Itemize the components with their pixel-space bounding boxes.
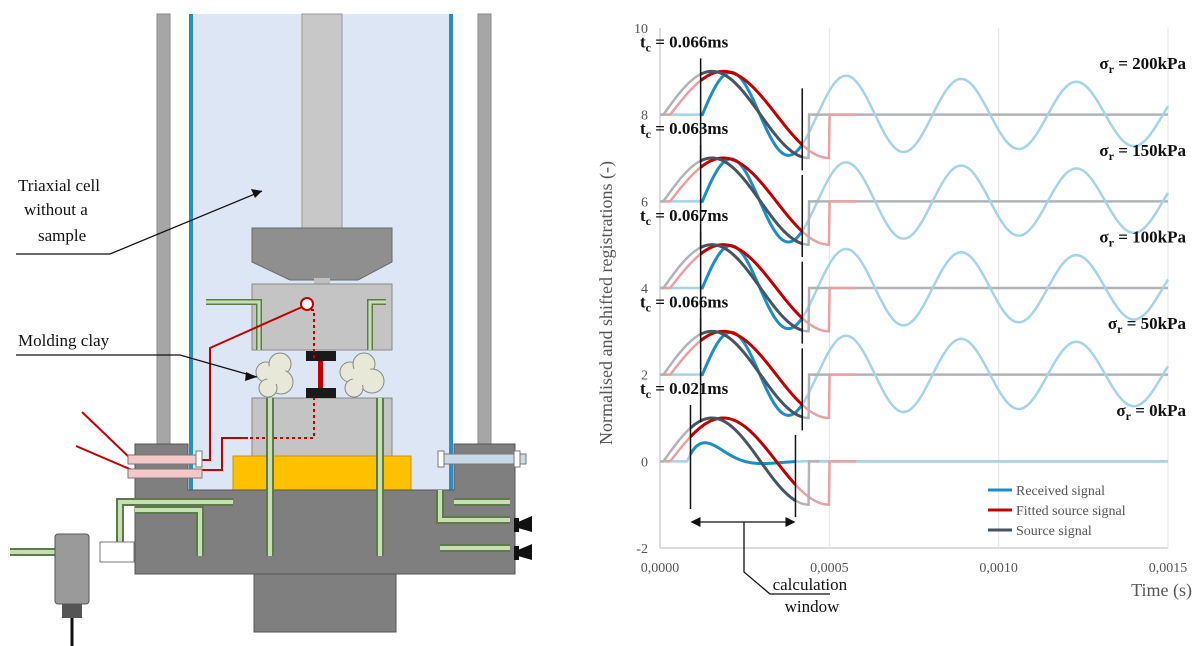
received-signal: [700, 244, 804, 331]
legend-label: Fitted source signal: [1016, 504, 1126, 519]
sigma-label: σr = 0kPa: [1116, 401, 1186, 423]
x-axis-title: Time (s): [1131, 580, 1192, 601]
drainage-lines: [10, 398, 510, 556]
source-signal: [689, 416, 797, 502]
calc-window-arrowhead-left: [690, 517, 701, 527]
legend: Received signal Fitted source signal Sourc…: [988, 484, 1126, 539]
source-signal: [700, 329, 803, 419]
tc-label: tc = 0.066ms: [640, 293, 729, 315]
bender-element-top: [306, 351, 336, 361]
outlet-valve-1: [518, 516, 532, 532]
x-tick-label: 0,0005: [810, 561, 849, 576]
received-signal: [689, 441, 796, 466]
loading-piston: [301, 13, 343, 229]
connector-clamp-right: [437, 450, 445, 468]
sensor-top: [300, 297, 314, 311]
y-tick-label: 10: [634, 22, 648, 37]
x-tick-label: 0,0000: [641, 561, 680, 576]
bender-element-bottom: [306, 388, 336, 398]
tc-labels: tc = 0.066ms tc = 0.063ms tc = 0.067ms tc =…: [640, 33, 729, 402]
y-tick-label: 0: [641, 455, 648, 470]
label-molding-clay: Molding clay: [18, 331, 110, 350]
cell-wall-left: [189, 14, 193, 492]
sigma-label: σr = 200kPa: [1099, 54, 1186, 76]
tc-label: tc = 0.021ms: [640, 379, 729, 401]
sensor-wire-top-dotted: [311, 309, 315, 360]
molding-clay-right: [339, 352, 385, 398]
y-tick-label: 6: [641, 195, 648, 210]
fitted-signal: [689, 416, 797, 486]
outlet-valve-2-body: [514, 546, 519, 560]
connector-clamp-right-outer: [513, 450, 521, 468]
label-triaxial-cell: Triaxial cell without a sample: [18, 176, 104, 245]
drain-line-top-inner: [206, 300, 386, 350]
sigma-label: σr = 150kPa: [1099, 141, 1186, 163]
legend-label: Received signal: [1016, 484, 1105, 499]
x-tick-label: 0,0015: [1149, 561, 1188, 576]
calc-window-leader: [743, 522, 830, 595]
sensor-wire-bottom-dotted: [250, 398, 315, 439]
source-signal: [700, 69, 803, 159]
valve-box: [99, 541, 135, 563]
y-tick-label: 4: [641, 282, 648, 297]
received-signal: [700, 330, 804, 417]
tie-rod-right: [477, 13, 492, 447]
calc-window-label: calculation window: [773, 575, 852, 616]
tick-labels: 0,0000 0,0005 0,0010 0,0015 -2 0 2 4 6 8 10: [634, 22, 1187, 576]
y-tick-label: 2: [641, 369, 648, 384]
received-signal: [700, 157, 804, 244]
x-tick-label: 0,0010: [979, 561, 1018, 576]
tc-label: tc = 0.067ms: [640, 206, 729, 228]
legend-label: Source signal: [1016, 524, 1092, 539]
received-signal-light: [660, 441, 1168, 465]
connector-1: [127, 454, 203, 465]
base-pedestal: [232, 455, 412, 491]
connector-2: [127, 468, 203, 479]
y-axis-title: Normalised and shifted registrations (-): [596, 161, 617, 445]
leader-cell-arrowhead: [251, 189, 262, 198]
received-signal: [700, 70, 804, 157]
top-cap-seat: [314, 278, 330, 284]
leader-clay: [16, 354, 258, 378]
bottom-platen: [251, 397, 393, 457]
connector-clamp: [195, 450, 203, 468]
pressure-transducer: [54, 533, 90, 605]
y-tick-label: -2: [636, 542, 648, 557]
signal-chart: 0,0000 0,0005 0,0010 0,0015 -2 0 2 4 6 8 10 tc = 0…: [596, 22, 1192, 616]
sigma-label: σr = 50kPa: [1108, 314, 1187, 336]
series-lines: [660, 69, 1170, 506]
outlet-valve-1-body: [514, 518, 519, 532]
valve-right: [439, 453, 527, 465]
base-lower-foot: [253, 573, 397, 633]
leader-clay-arrowhead: [245, 372, 257, 381]
calc-window-arrowhead-right: [785, 517, 796, 527]
sigma-labels: σr = 200kPa σr = 150kPa σr = 100kPa σr = 50…: [1099, 54, 1186, 423]
tc-label: tc = 0.066ms: [640, 33, 729, 55]
source-signal: [699, 243, 803, 332]
sigma-label: σr = 100kPa: [1099, 228, 1186, 250]
cell-wall-right: [449, 14, 453, 492]
tc-label: tc = 0.063ms: [640, 119, 729, 141]
window-markers: [689, 58, 803, 517]
external-wire-2: [75, 445, 133, 471]
source-signal: [699, 156, 803, 246]
y-tick-label: 8: [641, 109, 648, 124]
transducer-neck: [62, 604, 82, 618]
connecting-rod: [318, 361, 323, 388]
outlet-valve-2: [518, 544, 532, 560]
external-wire-1: [81, 411, 133, 461]
calculation-window-annotation: calculation window: [690, 517, 852, 616]
triaxial-cell-diagram: Triaxial cell without a sample Molding c…: [10, 13, 532, 646]
leader-cell: [16, 190, 263, 255]
molding-clay-left: [255, 352, 294, 398]
top-cap: [251, 227, 393, 281]
